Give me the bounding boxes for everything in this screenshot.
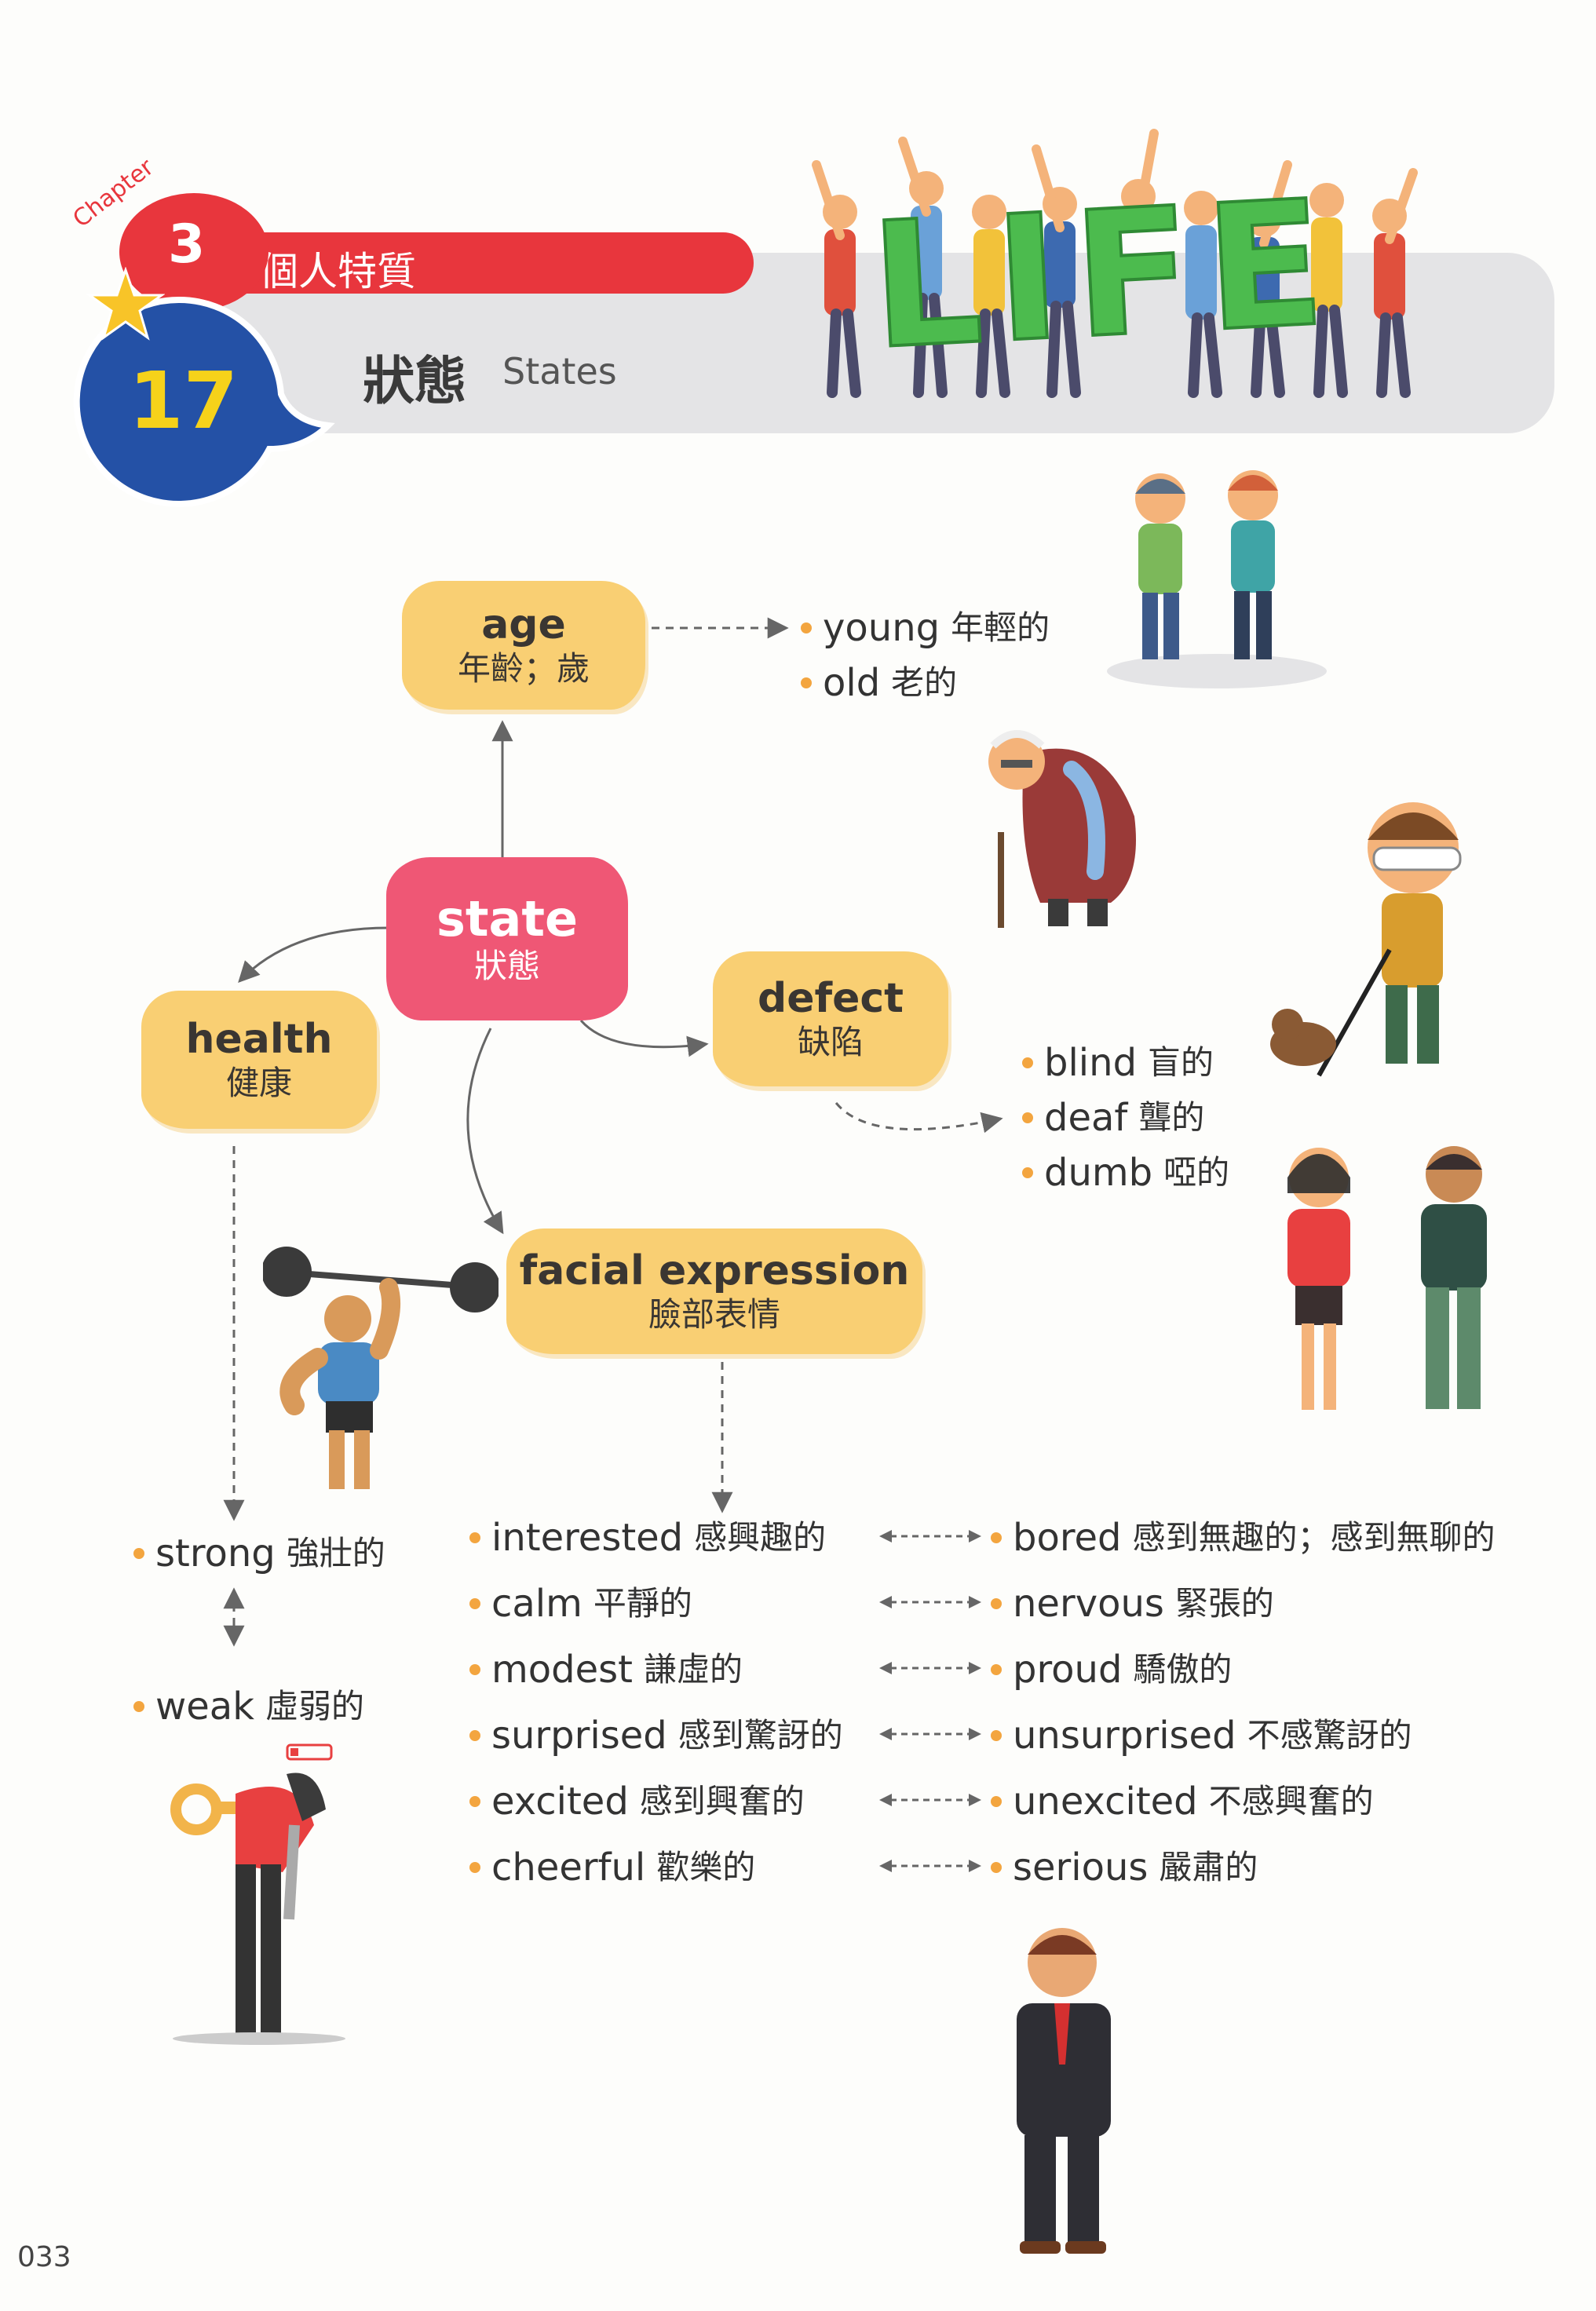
bullet-dot [469, 1664, 480, 1675]
expression-right-word: serious 嚴肅的 [991, 1849, 1258, 1886]
bullet-dot [991, 1862, 1002, 1873]
double-arrow-icon [879, 1596, 981, 1608]
bullet-dot [991, 1730, 1002, 1741]
age-word-young: young 年輕的 [801, 609, 1050, 647]
unit-number: 17 [129, 355, 239, 447]
double-arrow-icon [879, 1530, 981, 1542]
node-health-zh: 健康 [225, 1063, 292, 1102]
defect-word-deaf: deaf 聾的 [1022, 1099, 1204, 1137]
expression-right-word: bored 感到無趣的；感到無聊的 [991, 1519, 1496, 1557]
chapter-header: 個人特質 3 Chapter 17 狀態 States [0, 0, 1596, 518]
node-state-en: state [436, 890, 579, 948]
bullet-dot [469, 1796, 480, 1807]
expression-left-word: cheerful 歡樂的 [469, 1849, 755, 1886]
node-health-en: health [185, 1015, 333, 1063]
node-facial-zh: 臉部表情 [648, 1294, 780, 1334]
expression-right-word: nervous 緊張的 [991, 1585, 1274, 1623]
bullet-dot [469, 1730, 480, 1741]
deaf-couple-illustration [1287, 1146, 1487, 1410]
old-man-illustration [988, 730, 1136, 928]
node-state: state 狀態 [386, 857, 628, 1020]
node-defect-zh: 缺陷 [797, 1022, 864, 1061]
serious-man-illustration [1017, 1928, 1111, 2254]
expression-left-word: calm 平靜的 [469, 1585, 692, 1623]
node-age-zh: 年齡；歲 [457, 648, 590, 688]
node-defect-en: defect [757, 974, 904, 1022]
node-facial-en: facial expression [519, 1247, 910, 1294]
double-arrow-icon [879, 1662, 981, 1674]
bullet-dot [991, 1796, 1002, 1807]
chapter-circle [119, 193, 268, 311]
expression-left-word: excited 感到興奮的 [469, 1783, 805, 1820]
blind-man-illustration [1270, 802, 1462, 1077]
expression-right-word: unexcited 不感興奮的 [991, 1783, 1374, 1820]
health-word-strong: strong 強壯的 [133, 1535, 385, 1572]
expression-right-word: unsurprised 不感驚訝的 [991, 1717, 1412, 1754]
life-people-illustration [812, 129, 1418, 398]
defect-word-dumb: dumb 啞的 [1022, 1154, 1229, 1192]
expression-left-word: surprised 感到驚訝的 [469, 1717, 843, 1754]
node-facial-expression: facial expression 臉部表情 [506, 1229, 922, 1354]
chapter-title: 個人特質 [259, 249, 416, 294]
chapter-number: 3 [168, 214, 206, 276]
bullet-dot [469, 1862, 480, 1873]
young-boys-illustration [1107, 470, 1327, 688]
node-defect: defect 缺陷 [713, 951, 948, 1086]
strong-man-illustration [263, 1247, 499, 1489]
node-age-en: age [481, 601, 566, 648]
double-arrow-icon [879, 1728, 981, 1740]
page-number: 033 [17, 2241, 71, 2273]
bullet-dot [469, 1598, 480, 1609]
unit-circle [73, 296, 335, 507]
expression-left-word: modest 謙虛的 [469, 1651, 743, 1689]
node-health: health 健康 [141, 991, 377, 1129]
bullet-dot [991, 1664, 1002, 1675]
double-arrow-icon [879, 1860, 981, 1872]
weak-person-illustration [170, 1743, 345, 2045]
node-state-zh: 狀態 [473, 947, 540, 986]
defect-word-blind: blind 盲的 [1022, 1044, 1214, 1082]
health-word-weak: weak 虛弱的 [133, 1688, 364, 1725]
age-word-old: old 老的 [801, 664, 957, 702]
expression-left-word: interested 感興趣的 [469, 1519, 826, 1557]
unit-title-zh: 狀態 [363, 351, 466, 411]
bullet-dot [991, 1532, 1002, 1543]
chapter-title-bar [196, 232, 754, 294]
unit-title-en: States [502, 350, 617, 392]
star-icon [86, 267, 165, 341]
double-arrow-icon [879, 1794, 981, 1806]
bullet-dot [469, 1532, 480, 1543]
bullet-dot [991, 1598, 1002, 1609]
node-age: age 年齡；歲 [402, 581, 645, 710]
expression-right-word: proud 驕傲的 [991, 1651, 1232, 1689]
